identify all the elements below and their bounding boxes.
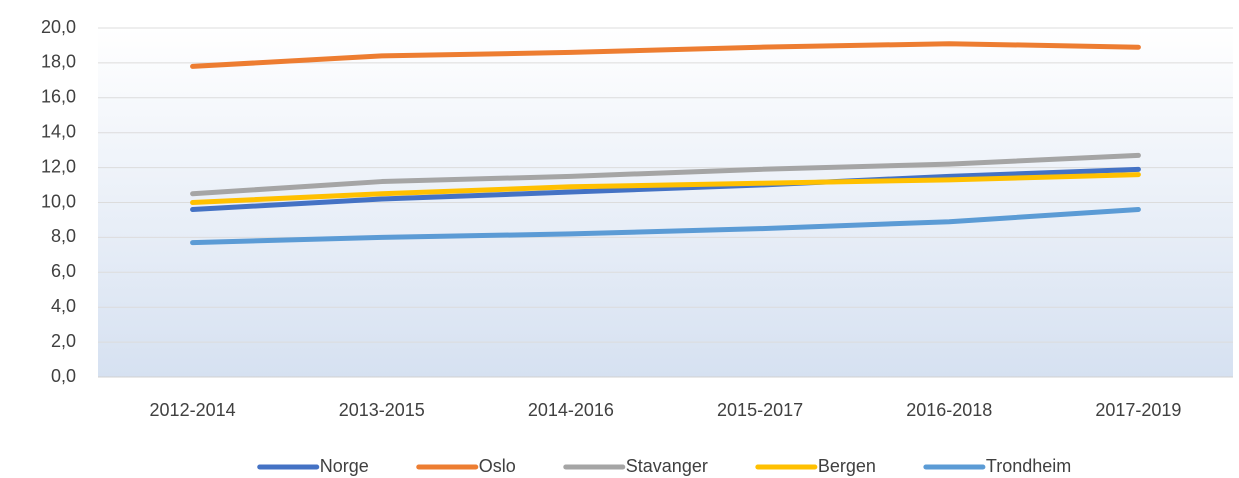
x-tick-label: 2016-2018 [906,400,992,420]
series-line [190,41,1141,69]
series-line [190,206,1141,246]
series-line [190,172,1141,205]
legend-label: Stavanger [626,456,708,476]
series-line [190,166,1141,212]
y-tick-label: 20,0 [41,17,76,37]
y-tick-label: 6,0 [51,261,76,281]
y-tick-label: 4,0 [51,296,76,316]
y-tick-label: 14,0 [41,121,76,141]
x-tick-label: 2014-2016 [528,400,614,420]
x-tick-label: 2017-2019 [1095,400,1181,420]
legend-label: Norge [320,456,369,476]
legend-label: Oslo [479,456,516,476]
x-tick-label: 2013-2015 [339,400,425,420]
legend-label: Trondheim [986,456,1071,476]
legend-label: Bergen [818,456,876,476]
y-tick-label: 8,0 [51,226,76,246]
y-tick-label: 0,0 [51,366,76,386]
x-tick-label: 2012-2014 [150,400,236,420]
y-tick-label: 2,0 [51,331,76,351]
x-tick-label: 2015-2017 [717,400,803,420]
y-tick-label: 12,0 [41,156,76,176]
series-line [190,152,1141,197]
y-tick-label: 10,0 [41,191,76,211]
y-tick-label: 16,0 [41,87,76,107]
y-tick-label: 18,0 [41,52,76,72]
